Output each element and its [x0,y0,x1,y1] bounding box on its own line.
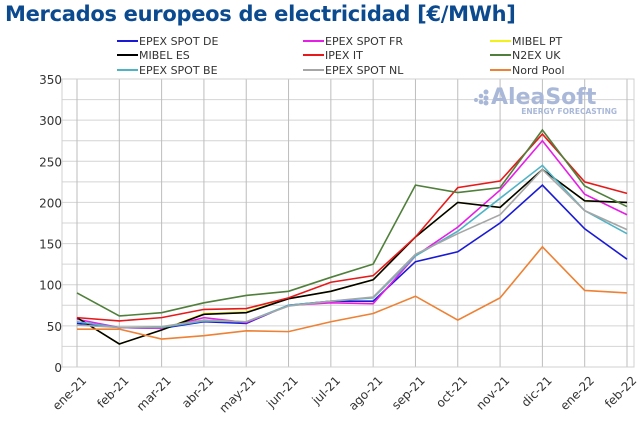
x-tick-labels: ene-21 feb-21 mar-21 abr-21 may-21 jun-21 jul-… [50,373,640,415]
x-tick-label: dic-21 [519,373,555,409]
legend-item: EPEX SPOT DE [117,35,219,48]
legend-item: EPEX SPOT BE [117,64,218,77]
series-line-mibel-es [76,168,628,345]
y-tick-labels: 0 50 100 150 200 250 300 350 [39,73,62,375]
series-line-n2ex-uk [76,128,628,317]
y-tick-label: 250 [39,155,62,169]
legend-item: N2EX UK [490,49,561,62]
y-tick-label: 300 [39,114,62,128]
y-tick-label: 50 [47,320,62,334]
y-tick-label: 200 [39,196,62,210]
y-tick-label: 150 [39,238,62,252]
x-tick-label: jun-21 [263,373,301,411]
x-tick-label: feb-22 [602,373,639,410]
series-line-epex-spot-de [76,184,628,330]
logo-name: AleaSoft [491,85,597,110]
x-tick-label: jul-21 [309,373,344,408]
series-line-ipex-it [76,132,628,322]
legend-label: N2EX UK [512,49,561,62]
legend: EPEX SPOT DE EPEX SPOT FR MIBEL PT MIBEL ES… [117,35,565,77]
legend-label: EPEX SPOT BE [139,64,218,77]
legend-item: EPEX SPOT FR [303,35,403,48]
grid [61,78,635,368]
legend-item: IPEX IT [303,49,363,62]
x-tick-label: ene-22 [557,373,597,413]
x-tick-label: ago-21 [346,373,386,413]
legend-item: Nord Pool [490,64,565,77]
x-tick-label: nov-21 [473,373,512,412]
series [76,128,628,345]
legend-label: Nord Pool [512,64,565,77]
y-tick-label: 100 [39,279,62,293]
legend-item: MIBEL ES [117,49,190,62]
x-tick-label: oct-21 [433,373,470,410]
legend-item: EPEX SPOT NL [303,64,404,77]
x-tick-label: ene-21 [50,373,90,413]
chart-title: Mercados europeos de electricidad [€/MWh… [5,2,516,26]
x-tick-label: abr-21 [179,373,216,410]
x-tick-label: sep-21 [389,373,428,412]
plot-border [61,78,635,368]
y-tick-label: 350 [39,73,62,87]
y-tick-label: 0 [54,361,62,375]
legend-label: MIBEL ES [139,49,190,62]
legend-label: MIBEL PT [512,35,562,48]
legend-item: MIBEL PT [490,35,562,48]
legend-label: EPEX SPOT FR [325,35,403,48]
legend-label: EPEX SPOT NL [325,64,404,77]
legend-label: IPEX IT [325,49,363,62]
x-tick-label: may-21 [216,373,258,415]
aleasoft-logo: AleaSoft ENERGY FORECASTING [474,85,617,116]
series-line-nord-pool [77,245,628,340]
x-tick-label: mar-21 [134,373,174,413]
legend-label: EPEX SPOT DE [139,35,219,48]
x-tick-label: feb-21 [94,373,131,410]
logo-tagline: ENERGY FORECASTING [521,107,617,116]
series-line-epex-spot-nl [76,168,628,329]
